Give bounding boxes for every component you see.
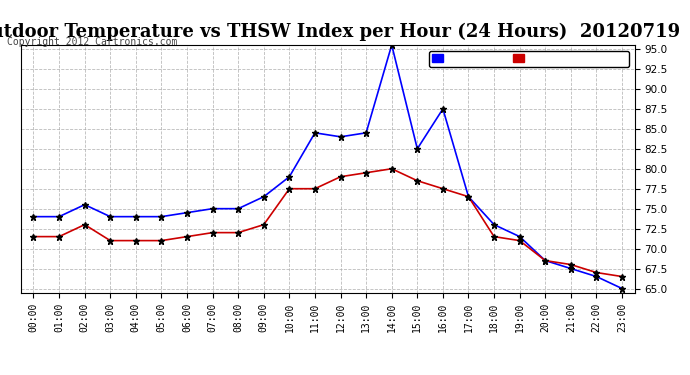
Title: Outdoor Temperature vs THSW Index per Hour (24 Hours)  20120719: Outdoor Temperature vs THSW Index per Ho… bbox=[0, 22, 680, 40]
Text: Copyright 2012 Cartronics.com: Copyright 2012 Cartronics.com bbox=[7, 37, 177, 47]
Legend: THSW  (°F), Temperature  (°F): THSW (°F), Temperature (°F) bbox=[429, 51, 629, 67]
